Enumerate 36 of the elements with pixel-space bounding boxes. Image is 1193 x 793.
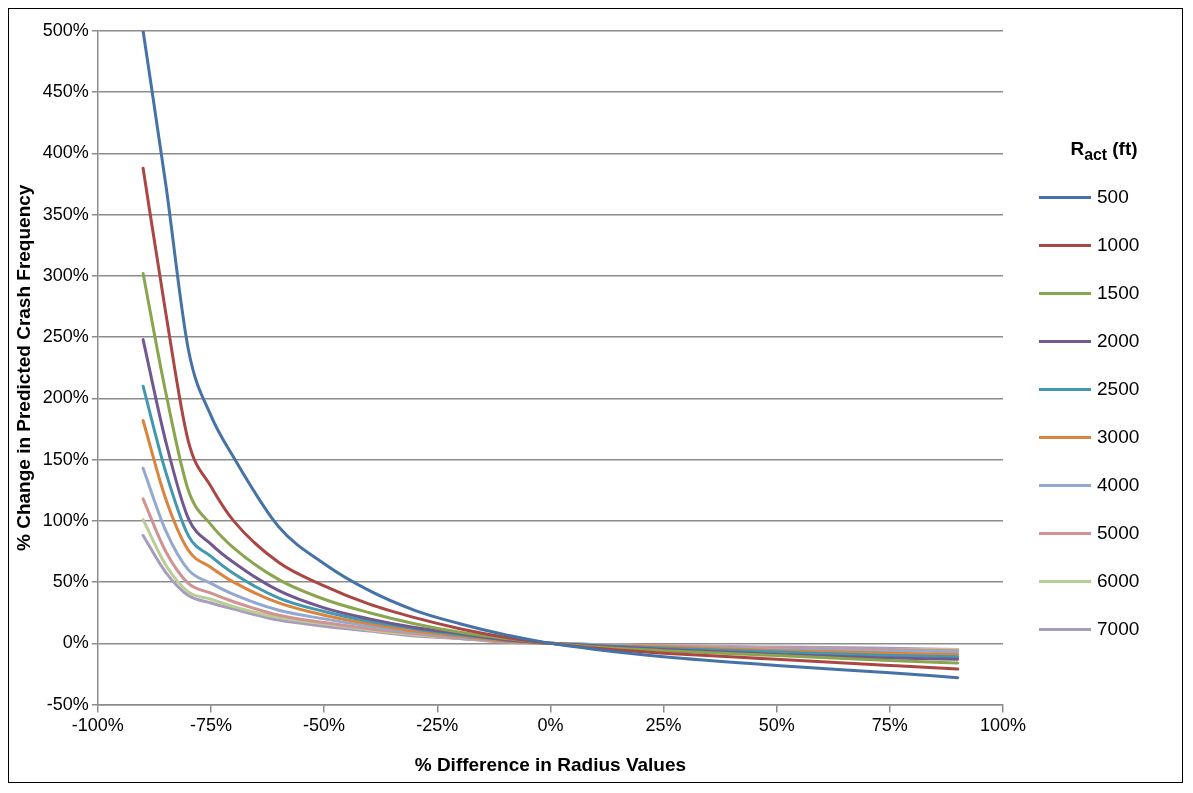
line-series	[141, 30, 960, 679]
y-tick-label: 200%	[42, 386, 89, 407]
y-tick-label: 0%	[62, 631, 89, 652]
x-tick-label: 75%	[871, 714, 908, 735]
y-tick-label: 100%	[42, 509, 89, 530]
legend-label: 1000	[1097, 234, 1140, 257]
x-tick-label: -100%	[71, 714, 124, 735]
x-tick-label: -50%	[303, 714, 346, 735]
x-tick-label: -75%	[189, 714, 232, 735]
line-series	[141, 166, 960, 671]
y-tick-label: 150%	[42, 448, 89, 469]
x-tick-label: 100%	[979, 714, 1026, 735]
legend-title: R$_{act}$ (ft)	[1069, 137, 1139, 164]
legend-label: 2500	[1097, 378, 1140, 401]
legend-label: 500	[1097, 186, 1129, 209]
legend-label: 5000	[1097, 522, 1140, 545]
x-axis-title: % Difference in Radius Values	[414, 753, 687, 775]
legend-label: 1500	[1097, 282, 1140, 305]
x-tick-label: 25%	[645, 714, 682, 735]
x-tick-label: -25%	[416, 714, 459, 735]
y-tick-label: 250%	[42, 325, 89, 346]
legend-label: 6000	[1097, 570, 1140, 593]
y-tick-label: 500%	[42, 19, 89, 40]
legend-label: 4000	[1097, 474, 1140, 497]
y-tick-label: 350%	[42, 203, 89, 224]
legend-label: 7000	[1097, 618, 1140, 641]
y-tick-label: 300%	[42, 264, 89, 285]
x-tick-label: 50%	[758, 714, 795, 735]
y-tick-label: 50%	[52, 570, 89, 591]
y-tick-label: -50%	[46, 693, 89, 714]
legend-label: 3000	[1097, 426, 1140, 449]
legend-label: 2000	[1097, 330, 1140, 353]
y-tick-label: 450%	[42, 80, 89, 101]
y-axis-title: % Change in Predicted Crash Frequency	[12, 183, 34, 551]
y-tick-label: 400%	[42, 141, 89, 162]
x-tick-label: 0%	[537, 714, 564, 735]
